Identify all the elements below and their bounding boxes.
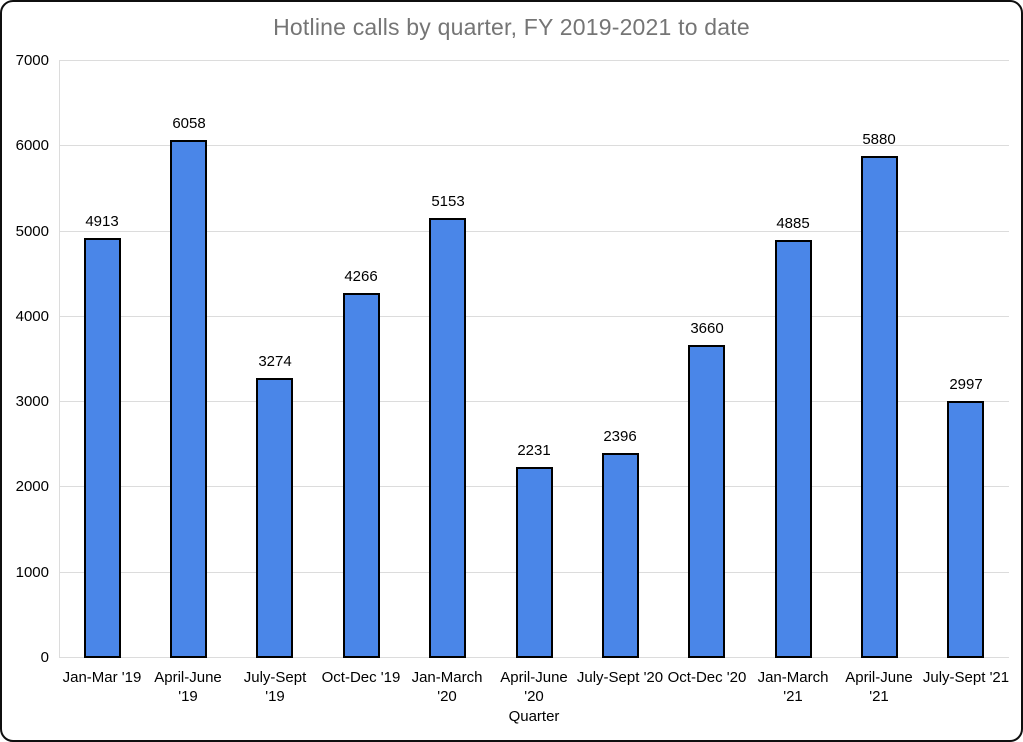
bar-value-label: 2396 xyxy=(603,428,637,445)
bar-april-june-21 xyxy=(861,156,898,658)
x-tick-label: Jan-March '20 xyxy=(411,669,483,705)
bar-april-june-20 xyxy=(516,467,553,658)
x-tick-label: July-Sept '19 xyxy=(243,669,307,705)
gridline-4000 xyxy=(59,316,1009,317)
bar-value-label: 5880 xyxy=(862,131,896,148)
y-tick-label: 1000 xyxy=(15,564,49,581)
y-tick-label: 3000 xyxy=(15,393,49,410)
bar-july-sept-21 xyxy=(947,401,984,658)
x-tick-label: Jan-March '21 xyxy=(757,669,829,705)
y-tick-label: 6000 xyxy=(15,137,49,154)
gridline-6000 xyxy=(59,145,1009,146)
bar-value-label: 3660 xyxy=(690,320,724,337)
x-tick-label: April-June '19 xyxy=(154,669,222,705)
chart-title: Hotline calls by quarter, FY 2019-2021 t… xyxy=(273,14,750,40)
x-tick-label: Jan-Mar '19 xyxy=(62,669,142,686)
bar-value-label: 2231 xyxy=(517,442,551,459)
x-tick-label: Oct-Dec '20 xyxy=(667,669,747,686)
bar-value-label: 6058 xyxy=(172,115,206,132)
bar-april-june-19 xyxy=(170,140,207,658)
bar-value-label: 4885 xyxy=(776,215,810,232)
y-tick-label: 0 xyxy=(40,649,49,666)
bar-value-label: 4266 xyxy=(344,268,378,285)
bar-jan-mar-19 xyxy=(84,238,121,658)
bar-july-sept-19 xyxy=(256,378,293,658)
y-tick-label: 5000 xyxy=(15,223,49,240)
x-tick-label: July-Sept '21 xyxy=(922,669,1010,686)
x-tick-label: July-Sept '20 xyxy=(576,669,664,686)
bar-july-sept-20 xyxy=(602,453,639,658)
bar-value-label: 3274 xyxy=(258,353,292,370)
y-tick-label: 4000 xyxy=(15,308,49,325)
gridline-7000 xyxy=(59,60,1009,61)
gridline-5000 xyxy=(59,231,1009,232)
x-axis-title: Quarter xyxy=(508,708,560,725)
y-tick-label: 2000 xyxy=(15,478,49,495)
bar-oct-dec-19 xyxy=(343,293,380,658)
x-tick-label: Oct-Dec '19 xyxy=(321,669,401,686)
x-tick-label: April-June '20 xyxy=(500,669,568,705)
bar-jan-march-21 xyxy=(775,240,812,658)
bar-value-label: 4913 xyxy=(85,213,119,230)
bar-jan-march-20 xyxy=(429,218,466,658)
bar-value-label: 2997 xyxy=(949,376,983,393)
bar-oct-dec-20 xyxy=(688,345,725,658)
bar-value-label: 5153 xyxy=(431,193,465,210)
y-axis-line xyxy=(59,60,60,657)
y-tick-label: 7000 xyxy=(15,52,49,69)
gridline-3000 xyxy=(59,401,1009,402)
x-tick-label: April-June '21 xyxy=(845,669,913,705)
